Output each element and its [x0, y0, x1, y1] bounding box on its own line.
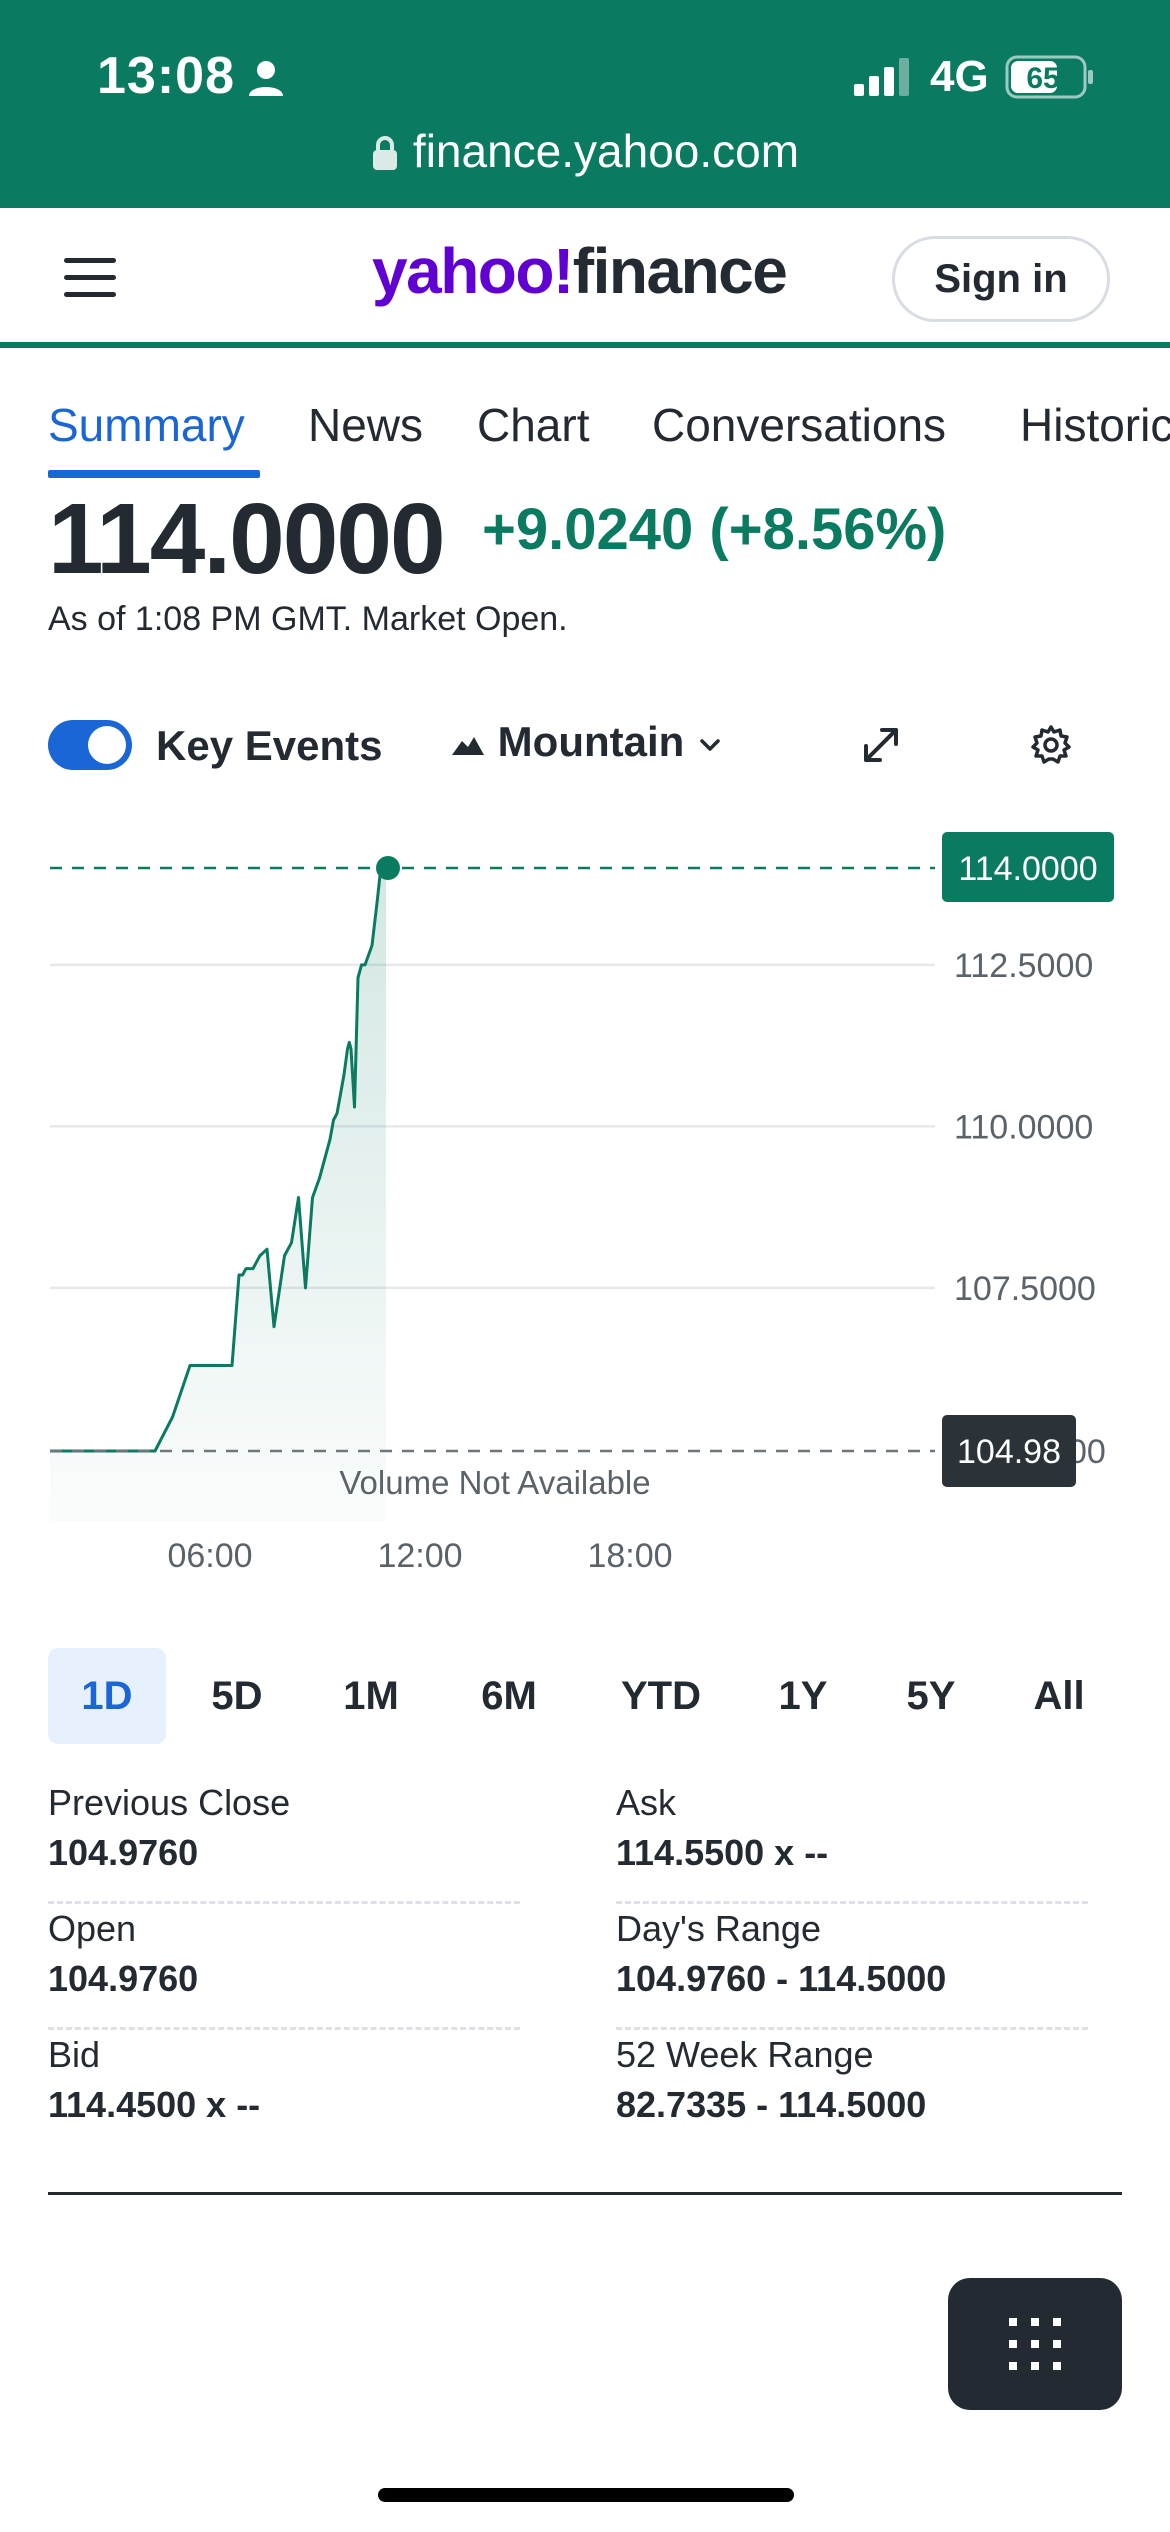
person-icon	[249, 61, 283, 96]
stat-52-week-range: 52 Week Range 82.7335 - 114.5000	[616, 2034, 1088, 2126]
stat-ask: Ask 114.5500 x --	[616, 1782, 1088, 1904]
price-chart[interactable]: 112.5000 110.0000 107.5000 06:00 12:00 18:00 1…	[0, 800, 1170, 1580]
stat-value: 114.4500 x --	[48, 2084, 261, 2125]
tab-summary[interactable]: Summary	[48, 399, 245, 451]
tab-chart[interactable]: Chart	[477, 399, 590, 451]
grid-menu-button[interactable]	[948, 2278, 1122, 2410]
home-indicator	[378, 2488, 794, 2502]
market-status: As of 1:08 PM GMT. Market Open.	[48, 600, 568, 638]
current-price-badge	[942, 832, 1114, 902]
stat-bid: Bid 114.4500 x --	[48, 2034, 520, 2126]
stat-value: 104.9760	[48, 1958, 199, 1999]
range-5d[interactable]: 5D	[211, 1674, 263, 1718]
battery-level: 65	[1026, 62, 1059, 95]
tab-news[interactable]: News	[308, 399, 424, 451]
site-header: yahoo!finance Sign in	[0, 208, 1170, 348]
status-time: 13:08	[97, 47, 235, 105]
stat-label: Day's Range	[616, 1908, 821, 1949]
stat-label: Bid	[48, 2034, 101, 2075]
stat-label: 52 Week Range	[616, 2034, 874, 2075]
range-1d[interactable]: 1D	[48, 1648, 166, 1744]
stat-label: Ask	[616, 1782, 677, 1823]
signal-icon	[854, 58, 909, 96]
x-tick-label: 06:00	[167, 1537, 252, 1575]
y-tick-label: 110.0000	[954, 1108, 1093, 1146]
x-tick-label: 12:00	[377, 1537, 462, 1575]
price-change: +9.0240 (+8.56%)	[482, 497, 947, 562]
stat-value: 104.9760	[48, 1832, 199, 1873]
lock-icon	[372, 136, 397, 170]
y-tick-label: 107.5000	[954, 1270, 1096, 1308]
stat-value: 114.5500 x --	[616, 1832, 829, 1873]
volume-note: Volume Not Available	[339, 1464, 650, 1501]
current-price: 114.0000	[48, 483, 446, 595]
tab-historical-data[interactable]: Historical Data	[1020, 399, 1170, 451]
section-divider	[48, 2192, 1122, 2195]
stat-label: Open	[48, 1908, 137, 1949]
range-1y[interactable]: 1Y	[778, 1674, 828, 1718]
url-bar[interactable]: finance.yahoo.com	[0, 124, 1170, 178]
stat-value: 82.7335 - 114.5000	[616, 2084, 927, 2125]
menu-icon[interactable]	[64, 258, 116, 298]
chevron-down-icon	[700, 739, 720, 751]
network-type: 4G	[930, 52, 989, 101]
range-5y[interactable]: 5Y	[906, 1674, 956, 1718]
stat-previous-close: Previous Close 104.9760	[48, 1782, 520, 1904]
tab-conversations[interactable]: Conversations	[652, 399, 947, 451]
quote-tabs: Summary News Chart Conversations Histori…	[0, 398, 1170, 482]
range-6m[interactable]: 6M	[481, 1674, 537, 1718]
chart-type-dropdown[interactable]: Mountain	[450, 718, 724, 766]
price-line	[50, 866, 386, 1453]
gear-icon[interactable]	[1030, 724, 1072, 766]
range-all[interactable]: All	[1033, 1674, 1085, 1718]
sign-in-button[interactable]: Sign in	[892, 236, 1110, 322]
expand-icon[interactable]	[862, 726, 900, 764]
stat-label: Previous Close	[48, 1782, 291, 1823]
y-tick-label: 112.5000	[954, 947, 1093, 985]
previous-close-badge	[942, 1415, 1076, 1487]
battery-icon: 65	[1005, 55, 1093, 99]
last-price-dot	[376, 856, 400, 880]
active-tab-indicator	[48, 470, 260, 478]
yahoo-finance-logo[interactable]: yahoo!finance	[372, 235, 788, 307]
key-events-label: Key Events	[156, 722, 383, 769]
browser-top-bar: 13:08 4G 65 finance.yahoo.com	[0, 0, 1170, 208]
previous-close-badge-label: 104.98	[957, 1433, 1061, 1471]
price-area	[50, 868, 386, 1521]
current-price-badge-label: 114.0000	[958, 850, 1097, 888]
chart-type-label: Mountain	[497, 718, 685, 765]
stat-value: 104.9760 - 114.5000	[616, 1958, 947, 1999]
key-events-toggle[interactable]	[48, 720, 132, 770]
chart-svg: 112.5000 110.0000 107.5000 06:00 12:00 18:00 1…	[50, 832, 1114, 1575]
grid-dots-icon	[1009, 2318, 1061, 2370]
x-tick-label: 18:00	[587, 1537, 672, 1575]
range-ytd[interactable]: YTD	[621, 1674, 701, 1718]
stat-days-range: Day's Range 104.9760 - 114.5000	[616, 1908, 1088, 2030]
mountain-icon	[452, 736, 484, 755]
range-1m[interactable]: 1M	[343, 1674, 399, 1718]
url-text: finance.yahoo.com	[412, 125, 800, 177]
stat-open: Open 104.9760	[48, 1908, 520, 2030]
